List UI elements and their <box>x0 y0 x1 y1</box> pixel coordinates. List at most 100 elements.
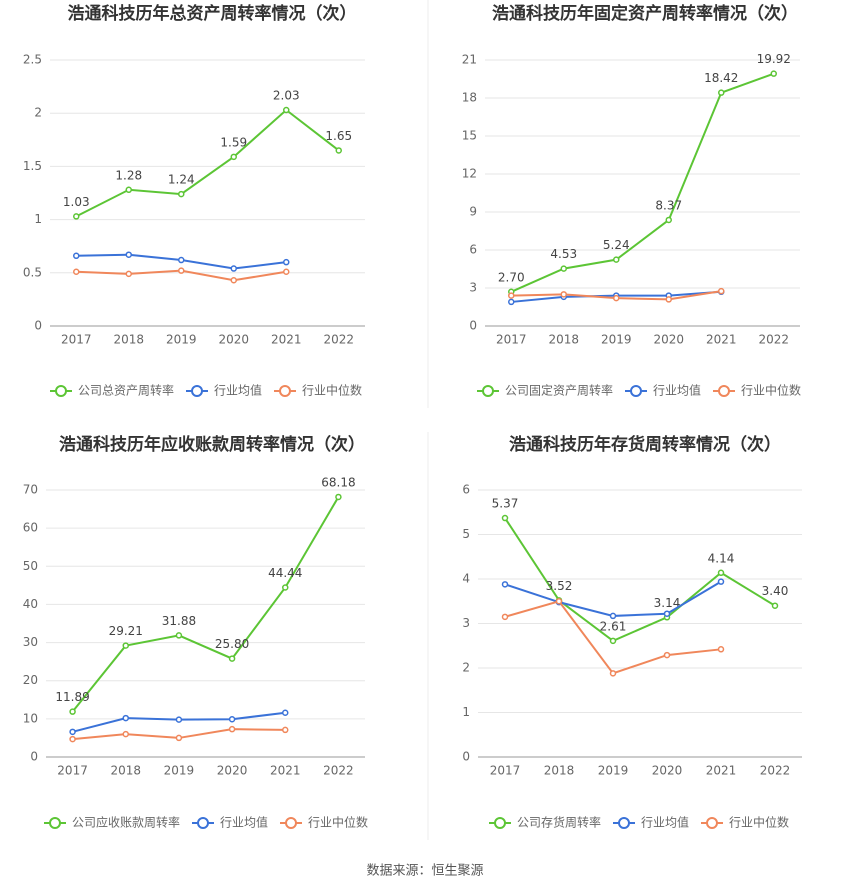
point <box>125 251 132 258</box>
data-label: 2.03 <box>273 89 300 103</box>
x-tick-label: 2021 <box>271 333 302 347</box>
x-tick-label: 2018 <box>113 333 144 347</box>
point <box>282 584 289 591</box>
point <box>609 637 617 645</box>
data-label: 29.21 <box>109 624 143 638</box>
point <box>122 642 129 649</box>
y-tick-label: 0 <box>30 750 38 764</box>
y-tick-label: 3 <box>462 616 470 630</box>
legend-label: 公司存货周转率 <box>517 815 601 830</box>
point <box>560 291 567 298</box>
point <box>282 709 289 717</box>
point <box>283 268 290 275</box>
series-line <box>504 600 722 675</box>
legend-label: 行业中位数 <box>308 815 368 830</box>
legend-label: 公司总资产周转率 <box>78 383 174 398</box>
data-label: 4.14 <box>708 551 735 565</box>
point <box>73 213 80 220</box>
y-tick-label: 10 <box>23 711 38 725</box>
point <box>718 89 725 96</box>
data-label: 5.37 <box>492 497 519 511</box>
y-tick-label: 1.5 <box>23 159 42 173</box>
point <box>228 715 236 723</box>
legend-label: 行业均值 <box>214 383 262 398</box>
point <box>122 730 129 738</box>
legend-marker <box>482 385 494 397</box>
data-label: 1.03 <box>63 195 90 209</box>
y-tick-label: 6 <box>469 243 477 257</box>
data-label: 3.40 <box>762 584 789 598</box>
point <box>717 569 725 577</box>
point <box>335 493 342 501</box>
data-label: 25.80 <box>215 637 249 651</box>
point <box>665 296 672 303</box>
y-tick-label: 30 <box>23 635 38 649</box>
legend-marker <box>618 817 630 829</box>
y-tick-label: 6 <box>462 483 470 497</box>
legend-marker <box>197 817 209 829</box>
y-tick-label: 9 <box>469 205 477 219</box>
point <box>335 147 342 154</box>
point <box>282 726 289 734</box>
data-label: 3.14 <box>654 596 681 610</box>
x-tick-label: 2019 <box>166 333 197 347</box>
x-tick-label: 2019 <box>598 764 629 778</box>
point <box>283 106 290 114</box>
chart-title: 浩通科技历年存货周转率情况（次） <box>509 434 781 455</box>
y-tick-label: 1 <box>462 705 470 719</box>
point <box>501 613 509 621</box>
point <box>663 610 671 617</box>
chart-title: 浩通科技历年总资产周转率情况（次） <box>68 3 357 24</box>
data-label: 1.59 <box>220 135 247 149</box>
y-tick-label: 4 <box>462 572 470 586</box>
point <box>717 646 725 653</box>
x-tick-label: 2017 <box>490 764 521 778</box>
data-label: 11.89 <box>55 690 89 704</box>
point <box>613 256 620 263</box>
point <box>283 258 290 266</box>
x-tick-label: 2018 <box>548 333 579 347</box>
y-tick-label: 40 <box>23 597 38 611</box>
point <box>175 716 183 723</box>
y-tick-label: 1 <box>34 212 42 226</box>
data-label: 31.88 <box>162 614 196 628</box>
y-tick-label: 20 <box>23 673 38 687</box>
x-tick-label: 2019 <box>601 333 632 347</box>
x-tick-label: 2020 <box>652 764 683 778</box>
point <box>125 186 132 194</box>
point <box>508 292 515 299</box>
legend-marker <box>191 385 203 397</box>
point <box>770 70 777 77</box>
legend-label: 行业中位数 <box>729 815 789 830</box>
legend-marker <box>718 385 730 397</box>
point <box>230 265 237 272</box>
data-label: 4.53 <box>550 247 577 261</box>
data-label: 19.92 <box>757 52 791 66</box>
data-label: 68.18 <box>321 475 355 489</box>
point <box>717 578 725 585</box>
chart-title: 浩通科技历年应收账款周转率情况（次） <box>59 434 365 455</box>
x-tick-label: 2017 <box>57 764 88 778</box>
point <box>178 190 185 198</box>
legend-label: 行业中位数 <box>302 383 362 398</box>
y-tick-label: 2 <box>462 661 470 675</box>
legend-label: 行业均值 <box>653 383 701 398</box>
point <box>175 734 183 742</box>
y-tick-label: 60 <box>23 521 38 535</box>
y-tick-label: 2.5 <box>23 53 42 67</box>
point <box>560 265 567 272</box>
y-tick-label: 0.5 <box>23 265 42 279</box>
legend-marker <box>706 817 718 829</box>
legend-marker <box>285 817 297 829</box>
x-tick-label: 2019 <box>164 764 195 778</box>
x-tick-label: 2021 <box>270 764 301 778</box>
legend-label: 行业均值 <box>220 815 268 830</box>
point <box>175 632 183 639</box>
data-label: 1.65 <box>325 129 352 143</box>
point <box>69 735 76 743</box>
point <box>178 267 185 274</box>
legend-marker <box>279 385 291 397</box>
x-tick-label: 2021 <box>706 333 737 347</box>
point <box>771 602 779 609</box>
